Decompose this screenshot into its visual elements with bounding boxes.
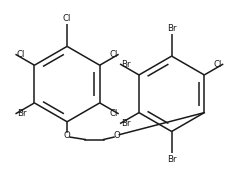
Text: Br: Br xyxy=(121,119,131,128)
Text: Cl: Cl xyxy=(17,50,25,59)
Text: Br: Br xyxy=(167,24,176,33)
Text: Cl: Cl xyxy=(109,50,117,59)
Text: Cl: Cl xyxy=(109,109,117,118)
Text: O: O xyxy=(64,131,70,140)
Text: Br: Br xyxy=(167,155,176,164)
Text: Br: Br xyxy=(17,109,26,118)
Text: Br: Br xyxy=(121,60,131,69)
Text: Cl: Cl xyxy=(214,60,222,69)
Text: O: O xyxy=(114,131,120,140)
Text: Cl: Cl xyxy=(63,14,71,23)
